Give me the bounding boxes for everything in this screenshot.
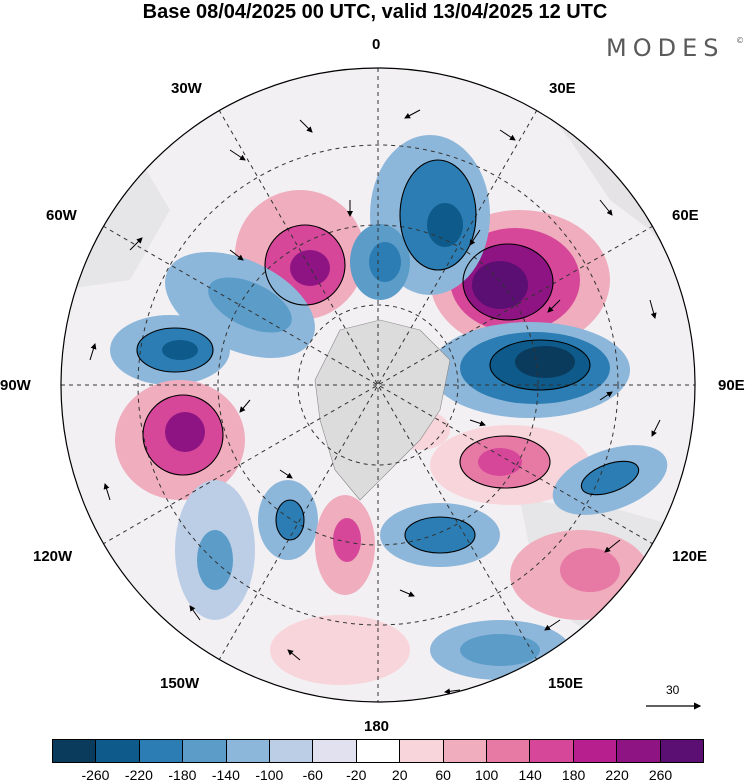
colorbar-cell — [443, 740, 488, 762]
lon-label-120e: 120E — [672, 548, 708, 565]
colorbar-tick-label: 220 — [605, 767, 629, 783]
colorbar-tick-label: 260 — [648, 767, 673, 783]
lon-label-30w: 30W — [171, 80, 202, 97]
colorbar — [52, 739, 704, 763]
colorbar-tick-label: 100 — [474, 767, 499, 783]
colorbar-cell — [183, 740, 227, 762]
lon-label-0: 0 — [372, 36, 381, 53]
contours — [136, 159, 640, 554]
anomaly-field — [61, 68, 695, 702]
colorbar-tick-label: -60 — [302, 767, 323, 783]
lon-label-60e: 60E — [672, 207, 699, 224]
colorbar-cell — [487, 740, 531, 762]
colorbar-cell — [530, 740, 574, 762]
map-title: Base 08/04/2025 00 UTC, valid 13/04/2025… — [142, 1, 608, 23]
lon-label-90e: 90E — [718, 377, 745, 394]
colorbar-cell — [660, 740, 704, 762]
colorbar-tick-label: -140 — [211, 767, 240, 783]
colorbar-cell — [313, 740, 357, 762]
lon-label-60w: 60W — [46, 207, 77, 224]
colorbar-cell — [96, 740, 140, 762]
modes-logo: MODES — [606, 34, 725, 62]
colorbar-cell — [53, 740, 97, 762]
colorbar-tick-label: 60 — [435, 767, 451, 783]
colorbar-cell — [617, 740, 661, 762]
wind-vectors — [89, 109, 661, 695]
colorbar-tick-label: -20 — [346, 767, 367, 783]
map-boundary — [60, 67, 696, 703]
colorbar-tick-label: -260 — [81, 767, 110, 783]
colorbar-tick-label: 20 — [391, 767, 408, 783]
lon-label-180: 180 — [364, 718, 390, 735]
colorbar-tick-label: -100 — [255, 767, 284, 783]
colorbar-cell — [356, 740, 401, 762]
colorbar-tick-label: 180 — [561, 767, 586, 783]
colorbar-cell — [139, 740, 184, 762]
colorbar-cell — [226, 740, 271, 762]
colorbar-cell — [270, 740, 314, 762]
anomaly-blobs — [110, 135, 668, 685]
reference-vector-value: 30 — [666, 683, 680, 697]
lon-label-90w: 90W — [0, 377, 31, 394]
graticule — [61, 68, 695, 702]
colorbar-cell — [573, 740, 618, 762]
colorbar-tick-label: -220 — [124, 767, 153, 783]
lon-label-150w: 150W — [160, 675, 200, 692]
lon-label-30e: 30E — [549, 80, 576, 97]
colorbar-cell — [400, 740, 444, 762]
antarctica — [314, 319, 451, 501]
colorbar-tick-label: 140 — [518, 767, 542, 783]
lon-label-150e: 150E — [548, 675, 584, 692]
lon-label-120w: 120W — [33, 548, 73, 565]
logo-copyright-mark: © — [736, 36, 744, 45]
colorbar-tick-label: -180 — [168, 767, 197, 783]
